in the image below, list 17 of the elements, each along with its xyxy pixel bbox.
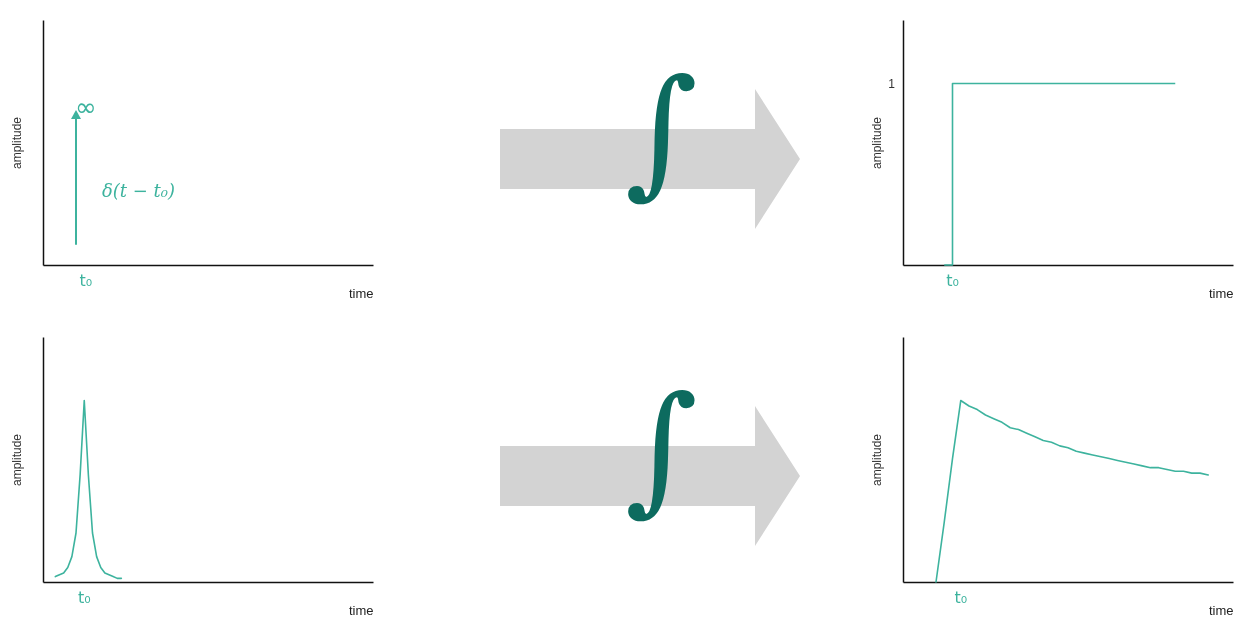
text: time	[348, 285, 374, 301]
text: t₀	[954, 588, 968, 607]
text: ∞	[75, 92, 97, 123]
text: amplitude	[9, 116, 24, 170]
x-axis-title: time	[1208, 602, 1234, 618]
text: ∫	[625, 48, 698, 212]
y-axis-title: amplitude	[869, 116, 884, 170]
text: t₀	[77, 588, 91, 607]
y-axis-title: amplitude	[9, 433, 24, 487]
x-axis-title: time	[1208, 285, 1234, 301]
text: ∫	[625, 365, 698, 529]
text: 1	[888, 76, 896, 91]
x-axis-title: time	[348, 602, 374, 618]
text: δ(t − t₀)	[101, 179, 175, 201]
text: t₀	[79, 271, 93, 290]
text: t₀	[946, 271, 959, 290]
y-axis-title: amplitude	[869, 433, 884, 487]
